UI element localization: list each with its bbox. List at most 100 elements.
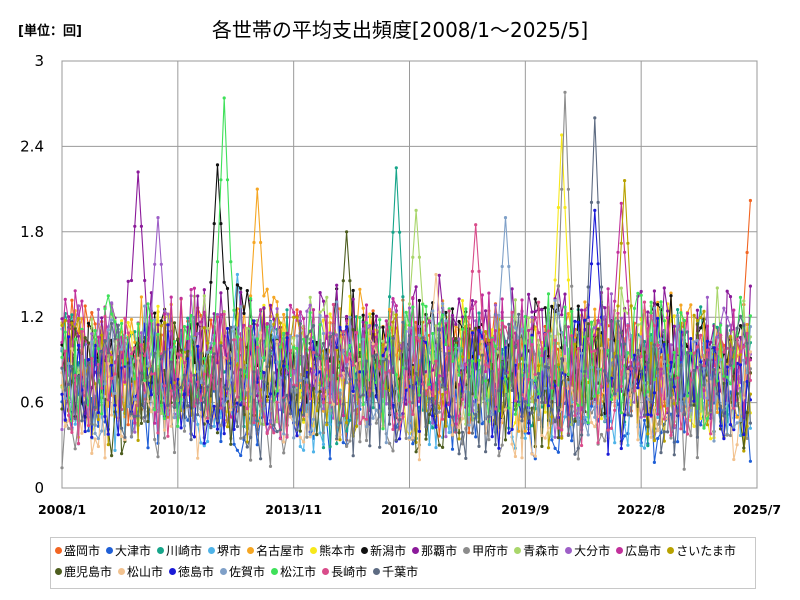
data-point — [407, 400, 412, 404]
data-point — [411, 412, 415, 416]
data-point — [460, 366, 465, 370]
data-point — [728, 295, 733, 299]
data-point — [179, 385, 183, 389]
data-point — [619, 201, 623, 205]
data-point — [414, 208, 418, 212]
data-point — [345, 360, 349, 364]
data-point — [186, 349, 190, 353]
data-point — [540, 400, 544, 404]
data-point — [308, 346, 312, 350]
data-point — [576, 457, 580, 461]
data-point — [219, 439, 223, 444]
data-point — [613, 392, 617, 396]
data-point — [298, 444, 302, 449]
data-point — [129, 278, 134, 283]
data-point — [580, 308, 584, 312]
data-point — [530, 315, 534, 319]
data-point — [368, 444, 372, 448]
data-point — [484, 450, 488, 454]
data-point — [110, 413, 114, 417]
data-point — [623, 179, 627, 183]
data-point — [474, 223, 478, 227]
data-point — [70, 313, 74, 317]
data-point — [245, 326, 249, 330]
data-point — [80, 419, 84, 423]
data-point — [368, 389, 372, 393]
data-point — [556, 406, 561, 410]
data-point — [206, 350, 210, 354]
data-point — [586, 285, 590, 289]
data-point — [682, 413, 686, 417]
data-point — [159, 319, 163, 323]
data-point — [358, 421, 362, 426]
data-point — [186, 316, 190, 320]
legend-item: 広島市 — [616, 541, 661, 562]
data-point — [179, 426, 183, 430]
data-point — [437, 380, 441, 384]
data-point — [60, 317, 64, 321]
data-point — [632, 366, 637, 370]
data-point — [371, 342, 375, 346]
data-point — [603, 439, 607, 443]
data-point — [364, 417, 369, 421]
data-point — [467, 316, 471, 320]
data-point — [354, 330, 359, 335]
data-point — [659, 451, 663, 455]
data-point — [553, 420, 557, 424]
data-point — [351, 297, 355, 301]
data-point — [189, 288, 193, 292]
data-point — [103, 315, 107, 319]
data-point — [493, 344, 498, 348]
data-point — [695, 322, 700, 326]
data-point — [202, 372, 206, 376]
data-point — [427, 316, 431, 320]
data-point — [573, 419, 577, 423]
data-point — [450, 313, 455, 318]
data-point — [745, 436, 749, 440]
data-point — [139, 224, 143, 228]
data-point — [159, 354, 163, 359]
data-point — [543, 436, 547, 440]
data-point — [652, 460, 657, 464]
data-point — [176, 337, 180, 341]
data-point — [328, 411, 332, 415]
data-point — [358, 357, 362, 361]
data-point — [556, 363, 561, 367]
data-point — [441, 445, 445, 449]
data-point — [546, 366, 551, 370]
data-point — [103, 456, 107, 460]
data-point — [447, 309, 451, 313]
data-point — [669, 378, 673, 382]
data-point — [477, 311, 481, 315]
data-point — [156, 455, 160, 459]
data-point — [381, 353, 385, 358]
legend-item: 松山市 — [118, 562, 163, 583]
data-point — [441, 392, 445, 397]
data-point — [464, 307, 468, 311]
data-point — [609, 376, 614, 380]
data-point — [427, 442, 431, 447]
data-point — [460, 299, 465, 303]
data-point — [748, 459, 753, 463]
data-point — [570, 404, 574, 408]
data-point — [705, 295, 710, 299]
data-point — [100, 316, 104, 320]
data-point — [196, 370, 200, 374]
data-point — [530, 378, 534, 382]
data-point — [712, 346, 716, 350]
data-point — [589, 262, 594, 266]
data-point — [738, 433, 743, 438]
data-point — [120, 319, 124, 323]
data-point — [63, 318, 67, 323]
data-point — [689, 408, 693, 412]
data-point — [417, 255, 421, 259]
data-point — [295, 308, 299, 312]
data-point — [589, 404, 594, 408]
data-point — [497, 454, 501, 458]
data-point — [748, 198, 753, 203]
data-point — [106, 328, 110, 332]
legend-label: 青森市 — [523, 544, 560, 558]
data-point — [265, 422, 269, 426]
data-point — [457, 346, 461, 350]
data-point — [431, 331, 435, 336]
